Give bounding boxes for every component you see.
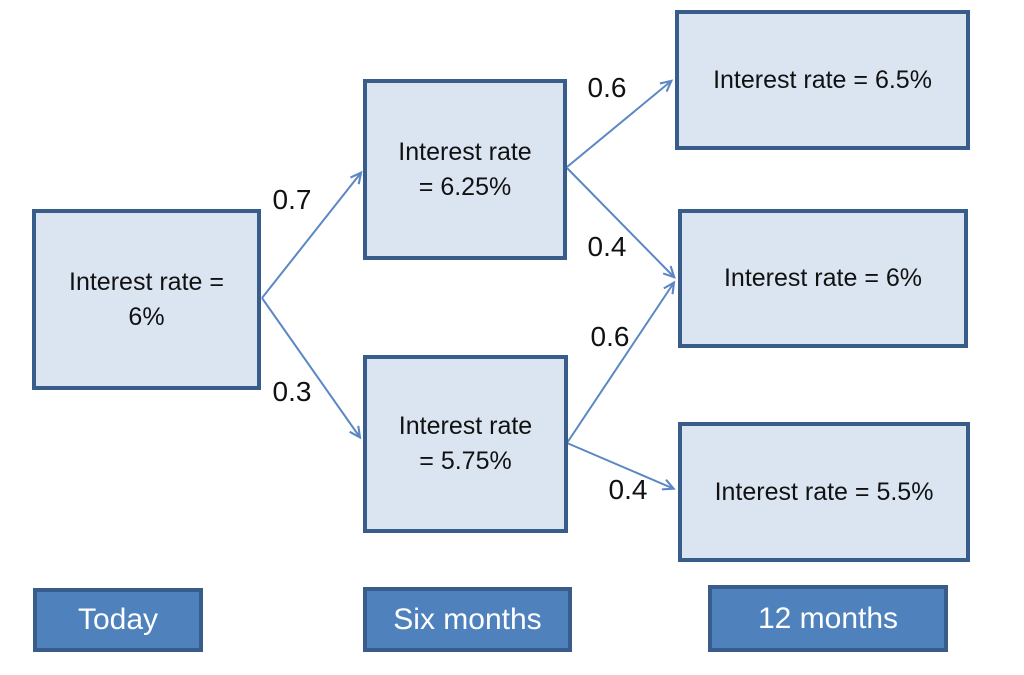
node-twelve-months-mid: Interest rate = 6%	[678, 209, 968, 348]
timeline-label-today-text: Today	[77, 603, 159, 636]
node-twelve-months-up: Interest rate = 6.5%	[675, 10, 970, 150]
probability-label-six-down-down: 0.4	[608, 474, 648, 505]
node-today-label: Interest rate = 6%	[69, 267, 224, 331]
node-today: Interest rate = 6%	[32, 209, 261, 390]
node-six-months-up: Interest rate = 6.25%	[363, 79, 567, 260]
timeline-label-six-months: Six months	[363, 587, 572, 652]
probability-label-today-up: 0.7	[272, 184, 312, 215]
probability-label-today-down: 0.3	[272, 376, 312, 407]
node-twelve-months-down: Interest rate = 5.5%	[678, 422, 970, 562]
probability-label-six-down-up: 0.6	[590, 321, 630, 352]
probability-label-six-up-down: 0.4	[587, 231, 627, 262]
edge-six-down-to-twelve-mid-arrow	[566, 284, 673, 444]
node-six-months-down-label: Interest rate = 5.75%	[398, 412, 533, 475]
timeline-label-today: Today	[33, 588, 203, 652]
node-six-months-up-label: Interest rate = 6.25%	[398, 137, 532, 201]
node-twelve-months-down-label: Interest rate = 5.5%	[714, 477, 934, 506]
node-twelve-months-up-label: Interest rate = 6.5%	[713, 65, 932, 94]
probability-label-six-up-up: 0.6	[587, 72, 627, 103]
edge-today-to-six-down-arrow	[261, 297, 359, 436]
timeline-label-twelve-months-text: 12 months	[757, 601, 899, 635]
timeline-label-twelve-months: 12 months	[708, 585, 948, 652]
timeline-label-six-months-text: Six months	[393, 602, 542, 636]
node-twelve-months-mid-label: Interest rate = 6%	[723, 264, 923, 292]
node-six-months-down: Interest rate = 5.75%	[363, 355, 568, 533]
